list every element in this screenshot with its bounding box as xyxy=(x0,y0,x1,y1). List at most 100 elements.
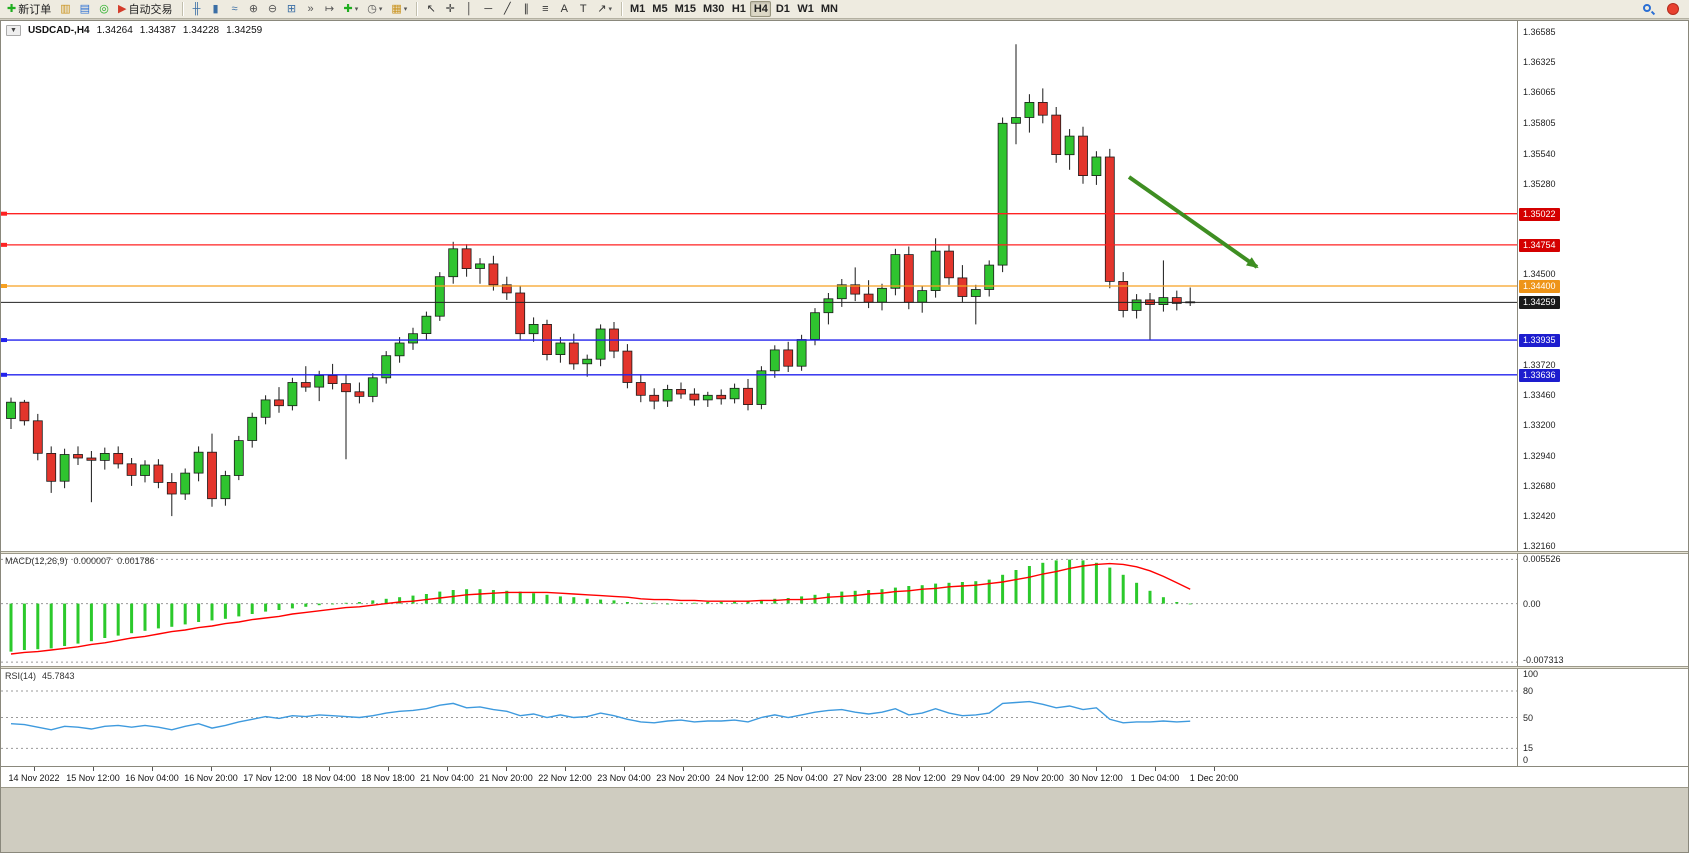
period-button[interactable]: ◷ ▾ xyxy=(363,1,386,17)
candlestick-chart-icon: ▮ xyxy=(212,2,219,15)
market-watch-button[interactable]: ▥ xyxy=(56,1,74,17)
text-button[interactable]: A xyxy=(555,1,573,17)
data-window-icon: ▤ xyxy=(79,2,91,15)
time-tick xyxy=(1214,767,1215,771)
time-tick xyxy=(1037,767,1038,771)
search-button[interactable] xyxy=(1638,1,1659,17)
time-axis[interactable]: 14 Nov 2022 15 Nov 12:00 16 Nov 04:00 16 No… xyxy=(1,766,1688,787)
macd-histogram-bar xyxy=(36,603,40,650)
timeframe-h4-button[interactable]: H4 xyxy=(750,1,772,17)
equidistant-channel-button[interactable]: ∥ xyxy=(517,1,535,17)
vertical-line-button[interactable]: │ xyxy=(460,1,478,17)
timeframe-m15-button-label: M15 xyxy=(674,3,696,15)
line-chart-icon: ≈ xyxy=(231,2,238,15)
timeframe-m15-button[interactable]: M15 xyxy=(672,1,699,17)
new-order-button[interactable]: ✚ 新订单 xyxy=(3,1,55,17)
one-click-trading-toggle[interactable]: ▼ xyxy=(6,25,21,36)
notification-icon xyxy=(1667,3,1679,15)
auto-trading-button[interactable]: ▶ 自动交易 xyxy=(114,1,176,17)
auto-trading-button-label: 自动交易 xyxy=(128,4,173,16)
cursor-icon: ↖ xyxy=(426,2,436,15)
macd-histogram-bar xyxy=(826,593,830,604)
add-indicator-icon: ✚ xyxy=(343,2,353,15)
macd-histogram-bar xyxy=(1148,590,1152,604)
horizontal-line-button[interactable]: ─ xyxy=(479,1,497,17)
time-tick xyxy=(34,767,35,771)
macd-histogram-bar xyxy=(1161,597,1165,604)
macd-histogram-bar xyxy=(840,591,844,604)
macd-histogram-bar xyxy=(156,603,160,629)
rsi-scale-label: 0 xyxy=(1523,755,1529,765)
trend-arrow-annotation[interactable] xyxy=(1127,175,1259,269)
price-scale-label: 1.35280 xyxy=(1523,178,1556,189)
time-tick xyxy=(860,767,861,771)
macd-histogram-bar xyxy=(558,596,562,604)
trendline-button[interactable]: ╱ xyxy=(498,1,516,17)
macd-histogram-bar xyxy=(867,590,871,604)
price-pane[interactable]: 1.36585 1.36325 1.36065 1.35805 1.35540 1.352… xyxy=(1,21,1688,551)
macd-histogram-bar xyxy=(237,603,241,617)
new-order-button-label: 新订单 xyxy=(18,4,52,16)
rsi-plot[interactable] xyxy=(1,669,1517,766)
macd-histogram-bar xyxy=(518,591,522,604)
current-price-tag: 1.34259 xyxy=(1519,296,1560,310)
trendline-icon: ╱ xyxy=(503,2,511,15)
price-scale-label: 1.35805 xyxy=(1523,117,1556,128)
macd-histogram-bar xyxy=(384,598,388,604)
price-plot[interactable] xyxy=(1,21,1517,551)
notification-badge[interactable] xyxy=(1663,1,1683,17)
macd-histogram-bar xyxy=(960,582,964,604)
rsi-pane[interactable]: 100 80 50 15 0 RSI(14) 45.7843 xyxy=(1,669,1688,766)
rsi-scale-label: 80 xyxy=(1523,686,1534,697)
cursor-button[interactable]: ↖ xyxy=(422,1,440,17)
timeframe-mn-button[interactable]: MN xyxy=(818,1,841,17)
time-label: 16 Nov 04:00 xyxy=(125,773,179,783)
template-button[interactable]: ▦ ▾ xyxy=(387,1,411,17)
time-label: 18 Nov 18:00 xyxy=(361,773,415,783)
pane-splitter[interactable] xyxy=(1,666,1688,669)
macd-histogram-bar xyxy=(853,590,857,604)
macd-pane[interactable]: 0.005526 0.00 -0.007313 MACD(12,26,9) 0.00… xyxy=(1,554,1688,666)
chart-high-value: 1.34387 xyxy=(139,25,176,36)
timeframe-w1-button[interactable]: W1 xyxy=(794,1,817,17)
time-label: 28 Nov 12:00 xyxy=(892,773,946,783)
equidistant-channel-icon: ∥ xyxy=(523,2,530,15)
label-button[interactable]: T xyxy=(574,1,592,17)
arrows-button[interactable]: ↗ ▾ xyxy=(593,1,616,17)
timeframe-h1-button[interactable]: H1 xyxy=(728,1,749,17)
bar-chart-button[interactable]: ╫ xyxy=(188,1,206,17)
auto-scroll-button[interactable]: » xyxy=(302,1,320,17)
macd-histogram-bar xyxy=(478,589,482,604)
zoom-out-button[interactable]: ⊖ xyxy=(264,1,282,17)
macd-histogram-bar xyxy=(210,603,214,621)
macd-plot[interactable] xyxy=(1,554,1517,666)
fibonacci-button[interactable]: ≡ xyxy=(536,1,554,17)
vertical-line-icon: │ xyxy=(465,2,473,15)
candlestick-chart-button[interactable]: ▮ xyxy=(207,1,225,17)
period-icon: ◷ xyxy=(367,2,377,15)
toolbar-separator xyxy=(416,2,418,16)
timeframe-m1-button[interactable]: M1 xyxy=(627,1,648,17)
macd-histogram-bar xyxy=(974,581,978,604)
time-label: 22 Nov 12:00 xyxy=(538,773,592,783)
macd-name: MACD(12,26,9) xyxy=(5,556,68,566)
navigator-button[interactable]: ◎ xyxy=(95,1,113,17)
price-scale-label: 1.33460 xyxy=(1523,390,1556,401)
chart-shift-button[interactable]: ↦ xyxy=(321,1,339,17)
timeframe-m5-button[interactable]: M5 xyxy=(649,1,670,17)
timeframe-m30-button[interactable]: M30 xyxy=(700,1,727,17)
pane-splitter[interactable] xyxy=(1,551,1688,554)
tile-windows-button[interactable]: ⊞ xyxy=(283,1,301,17)
price-scale-label: 1.32420 xyxy=(1523,511,1556,522)
add-indicator-button[interactable]: ✚ ▾ xyxy=(340,1,363,17)
macd-label: MACD(12,26,9) 0.000007 0.001786 xyxy=(5,556,155,566)
timeframe-d1-button[interactable]: D1 xyxy=(772,1,793,17)
macd-histogram-bar xyxy=(893,587,897,604)
time-label: 23 Nov 04:00 xyxy=(597,773,651,783)
line-chart-button[interactable]: ≈ xyxy=(226,1,244,17)
crosshair-button[interactable]: ✛ xyxy=(441,1,459,17)
new-order-icon: ✚ xyxy=(7,2,17,15)
macd-histogram-bar xyxy=(1054,560,1058,604)
data-window-button[interactable]: ▤ xyxy=(76,1,94,17)
zoom-in-button[interactable]: ⊕ xyxy=(245,1,263,17)
